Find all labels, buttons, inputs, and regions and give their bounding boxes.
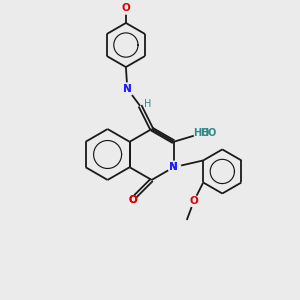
Text: N: N [123, 84, 132, 94]
Text: HO: HO [194, 128, 210, 139]
Text: O: O [189, 196, 198, 206]
Text: H: H [144, 99, 152, 110]
Text: O: O [129, 195, 137, 205]
Text: N: N [169, 162, 178, 172]
Text: O: O [122, 3, 130, 13]
Text: N: N [123, 84, 132, 94]
Text: N: N [169, 162, 178, 172]
Text: O: O [129, 195, 137, 205]
Text: HO: HO [200, 128, 217, 138]
Text: N: N [169, 162, 178, 172]
